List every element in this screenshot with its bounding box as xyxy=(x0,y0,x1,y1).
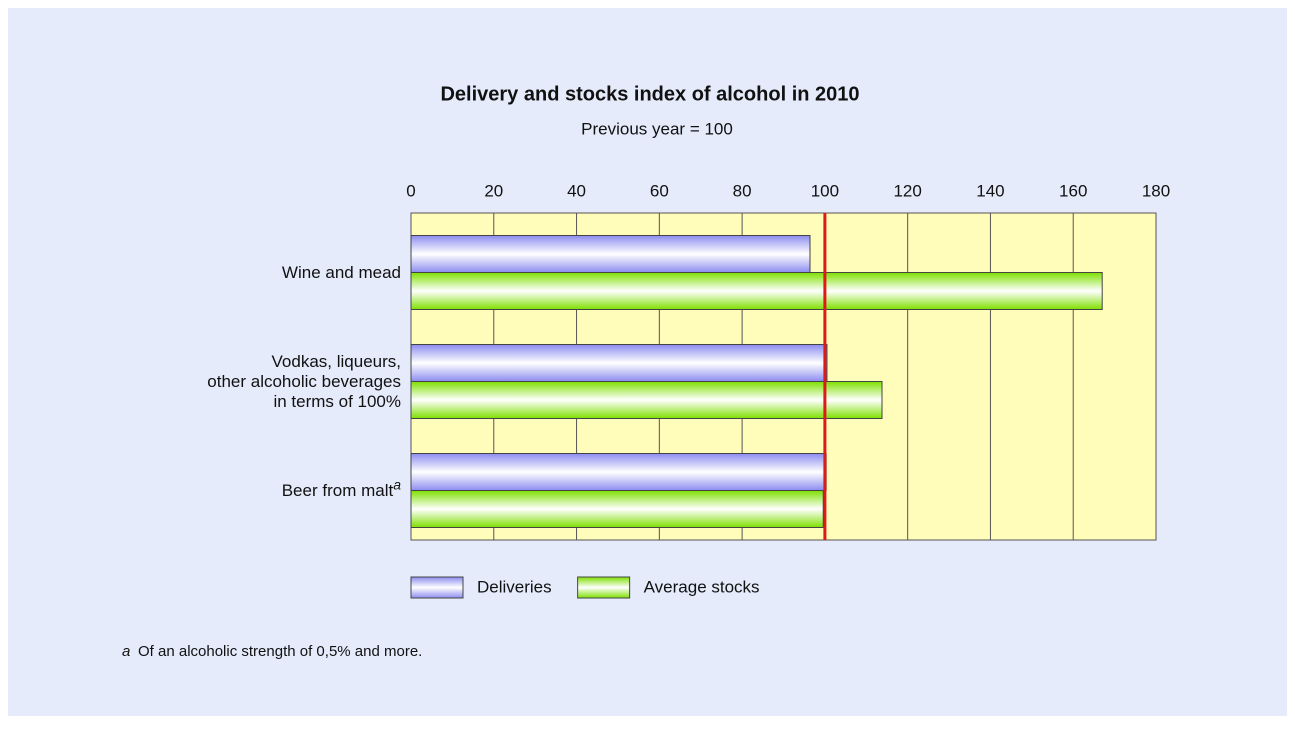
chart-subtitle: Previous year = 100 xyxy=(581,119,733,138)
footnote-marker: a xyxy=(393,475,401,492)
x-tick-label: 100 xyxy=(811,181,839,200)
bar xyxy=(410,381,883,419)
chart-title: Delivery and stocks index of alcohol in … xyxy=(440,83,859,105)
footnote-text: Of an alcoholic strength of 0,5% and mor… xyxy=(138,643,422,660)
legend-label: Average stocks xyxy=(644,577,760,596)
bar xyxy=(410,344,828,382)
category-label: Vodkas, liqueurs, other alcoholic bevera… xyxy=(207,351,401,411)
bar xyxy=(410,453,827,491)
x-tick-label: 140 xyxy=(976,181,1004,200)
footnote-marker: a xyxy=(122,643,130,660)
legend-label: Deliveries xyxy=(477,577,552,596)
legend-swatch xyxy=(410,576,464,599)
x-tick-label: 40 xyxy=(567,181,586,200)
x-tick-label: 120 xyxy=(893,181,921,200)
x-tick-label: 0 xyxy=(406,181,415,200)
x-tick-label: 80 xyxy=(733,181,752,200)
bar xyxy=(410,235,811,273)
legend-swatch xyxy=(577,576,631,599)
x-tick-label: 60 xyxy=(650,181,669,200)
category-label: Beer from malta xyxy=(281,475,401,500)
bar xyxy=(410,490,824,528)
x-tick-label: 20 xyxy=(484,181,503,200)
x-tick-label: 180 xyxy=(1142,181,1170,200)
category-label: Wine and mead xyxy=(281,262,401,282)
x-tick-label: 160 xyxy=(1059,181,1087,200)
bar xyxy=(410,272,1103,310)
